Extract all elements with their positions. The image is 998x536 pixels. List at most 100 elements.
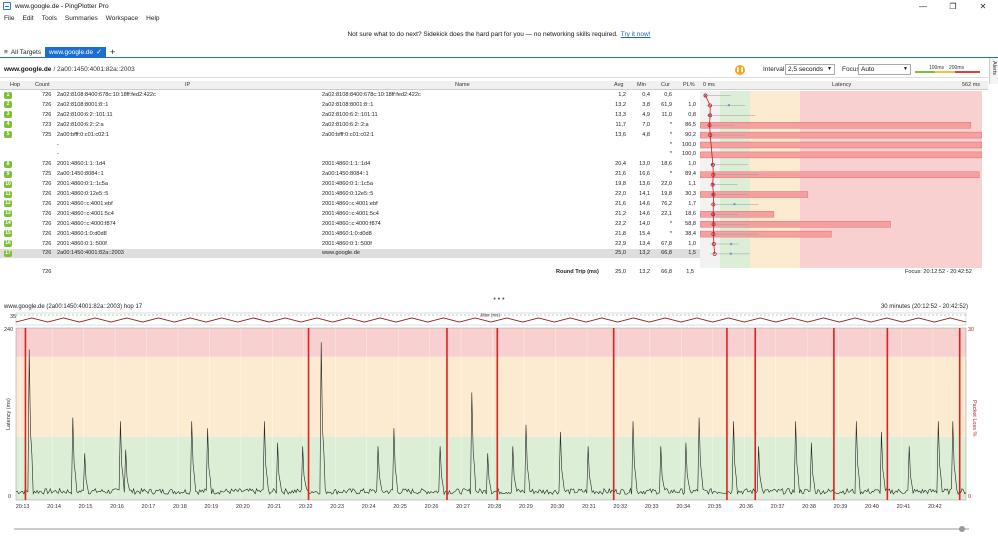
hop-ip: 2001:4860:0:1::1c5a xyxy=(57,181,109,188)
menu-help[interactable]: Help xyxy=(146,15,160,22)
hop-row[interactable]: 12 726 2001:4860::c:4001:ebf 2001:4860::c:4… xyxy=(0,200,700,209)
hop-pl: 1,0 xyxy=(688,101,696,108)
col-latency[interactable]: Latency xyxy=(832,82,852,88)
hop-cur: * xyxy=(669,151,672,158)
hop-ip: 2a02:8108:8400:678c:10:18ff:fed2:422c xyxy=(57,92,156,98)
interval-select[interactable]: 2,5 seconds ▼ xyxy=(785,64,835,75)
try-it-now-link[interactable]: Try it now! xyxy=(620,31,651,38)
col-hop[interactable]: Hop xyxy=(10,82,21,88)
menu-summaries[interactable]: Summaries xyxy=(64,15,98,22)
y-tick-label: 240 xyxy=(4,327,13,333)
hop-cur: * xyxy=(669,141,672,148)
window-title: www.google.de - PingPlotter Pro xyxy=(15,2,109,10)
hop-row[interactable]: 8 726 2001:4860:1:1::1d4 2001:4860:1:1::1d4… xyxy=(0,160,700,169)
tab-all-targets[interactable]: ≡ All Targets xyxy=(0,47,45,58)
hop-pl: 38,4 xyxy=(685,230,696,237)
pause-button[interactable]: ❚❚ xyxy=(735,65,745,75)
close-button[interactable]: ✕ xyxy=(979,1,987,11)
hop-row[interactable]: 14 726 2001:4860::c:4000:f874 2001:4860::c:… xyxy=(0,220,700,229)
hop-count: 726 xyxy=(42,250,52,257)
packet-loss-bar xyxy=(700,131,982,139)
hop-cur: 22,0 xyxy=(661,181,672,188)
hop-pl: 1,0 xyxy=(688,161,696,168)
hop-row[interactable]: 15 726 2001:4860:1:0:d0d8 2001:4860:1:0:d0d… xyxy=(0,230,700,239)
x-tick-label: 20:22 xyxy=(299,504,313,510)
hop-row[interactable]: 11 726 2001:4860:0:12e5::5 2001:4860:0:12e5… xyxy=(0,190,700,199)
plot-frame xyxy=(15,327,967,501)
hop-row[interactable]: 9 725 2a00:1450:8084::1 2a00:1450:8084::1 21… xyxy=(0,170,700,179)
hop-ip: 2001:4860::c:4001:5c4 xyxy=(57,210,114,217)
footer-focus: Focus: 20:12:52 - 20:42:52 xyxy=(905,269,972,275)
hop-min: 13,6 xyxy=(639,181,650,188)
hop-row[interactable]: 13 726 2001:4860::c:4001:5c4 2001:4860::c:4… xyxy=(0,210,700,219)
footer-cur: 66,8 xyxy=(661,269,672,275)
x-tick-label: 20:39 xyxy=(834,504,848,510)
col-ip[interactable]: IP xyxy=(185,82,191,88)
col-count[interactable]: Count xyxy=(35,82,50,88)
hop-ip: 2a00:1450:8084::1 xyxy=(57,171,104,178)
x-tick-label: 20:40 xyxy=(865,504,879,510)
focus-select[interactable]: Auto ▼ xyxy=(858,64,911,75)
scale-green xyxy=(915,71,935,73)
focus-label: Focus xyxy=(842,66,860,73)
col-name[interactable]: Name xyxy=(455,82,470,88)
hop-cur: 0,6 xyxy=(664,92,672,98)
hop-row[interactable]: 1 726 2a02:8108:8400:678c:10:18ff:fed2:422… xyxy=(0,91,700,100)
col-cur[interactable]: Cur xyxy=(661,82,670,88)
hop-avg: 22,9 xyxy=(615,240,626,247)
hop-pl: 1,7 xyxy=(688,200,696,207)
alerts-side-tab[interactable]: Alerts xyxy=(989,58,998,84)
hop-pl: 100,0 xyxy=(682,141,696,148)
col-avg[interactable]: Avg xyxy=(614,82,624,88)
hop-number-badge: 13 xyxy=(4,210,12,218)
hop-row[interactable]: 4 723 2a02:8100:6:2::2:a 2a02:8100:6:2::2:a… xyxy=(0,121,700,130)
col-pl[interactable]: PL% xyxy=(683,82,695,88)
title-bar: www.google.de - PingPlotter Pro — ❐ ✕ xyxy=(0,0,998,12)
hop-number-badge: 9 xyxy=(4,170,12,178)
hop-ip: 2a02:8108:8001:8::1 xyxy=(57,101,109,108)
hop-row[interactable]: 3 726 2a02:8100:6:2::101:11 2a02:8100:6:2::… xyxy=(0,111,700,120)
hop-name: 2a00:bfff:0:c01:c02:1 xyxy=(322,131,375,138)
hop-number-badge: 5 xyxy=(4,131,12,139)
minimize-button[interactable]: — xyxy=(919,1,927,11)
hop-pl: 18,6 xyxy=(685,210,696,217)
hop-row[interactable]: 2 726 2a02:8108:8001:8::1 2a02:8108:8001:8:… xyxy=(0,101,700,110)
footer-pl: 1,5 xyxy=(686,269,694,275)
timeline-scrollbar[interactable] xyxy=(14,526,969,532)
panel-splitter[interactable]: • • • xyxy=(493,296,505,303)
hop-ip: - xyxy=(57,151,59,158)
menu-bar: File Edit Tools Summaries Workspace Help xyxy=(0,13,998,24)
hop-count: 726 xyxy=(42,101,52,108)
hop-number-badge: 11 xyxy=(4,190,12,198)
hop-name: 2001:4860:0:1::500f xyxy=(322,240,372,247)
y-tick-label: 0 xyxy=(8,494,11,500)
tab-google[interactable]: www.google.de ✓ xyxy=(45,46,106,58)
hop-cur: * xyxy=(669,131,672,138)
latency-zone-band xyxy=(16,328,966,357)
hop-row[interactable]: 17 726 2a00:1450:4001:82a::2003 www.google.… xyxy=(0,249,700,258)
y2-axis-label: Packet Loss % xyxy=(971,400,977,436)
hop-pl: 1,0 xyxy=(688,240,696,247)
menu-edit[interactable]: Edit xyxy=(22,15,34,22)
jitter-label: Jitter (ms) xyxy=(480,313,500,318)
scrollbar-thumb[interactable] xyxy=(959,526,965,532)
menu-tools[interactable]: Tools xyxy=(41,15,57,22)
hop-name: 2001:4860::c:4001:5c4 xyxy=(322,210,379,217)
menu-workspace[interactable]: Workspace xyxy=(105,15,139,22)
hop-row[interactable]: - * 100,0 xyxy=(0,141,700,150)
hop-name: 2001:4860:1:1::1d4 xyxy=(322,161,371,168)
add-tab-button[interactable]: + xyxy=(110,47,116,57)
hop-row[interactable]: 5 725 2a00:bfff:0:c01:c02:1 2a00:bfff:0:c01… xyxy=(0,131,700,140)
hop-min: 13,0 xyxy=(639,161,650,168)
chevron-down-icon: ▼ xyxy=(827,66,832,72)
col-min[interactable]: Min xyxy=(637,82,646,88)
hop-min: 16,6 xyxy=(639,171,650,178)
hop-pl: 100,0 xyxy=(682,151,696,158)
hop-row[interactable]: - * 100,0 xyxy=(0,150,700,159)
hop-min: 4,9 xyxy=(642,111,650,118)
x-tick-label: 20:26 xyxy=(425,504,439,510)
maximize-button[interactable]: ❐ xyxy=(949,1,957,11)
hop-row[interactable]: 10 726 2001:4860:0:1::1c5a 2001:4860:0:1::1… xyxy=(0,180,700,189)
hop-row[interactable]: 16 726 2001:4860:0:1::500f 2001:4860:0:1::5… xyxy=(0,240,700,249)
menu-file[interactable]: File xyxy=(4,15,15,22)
